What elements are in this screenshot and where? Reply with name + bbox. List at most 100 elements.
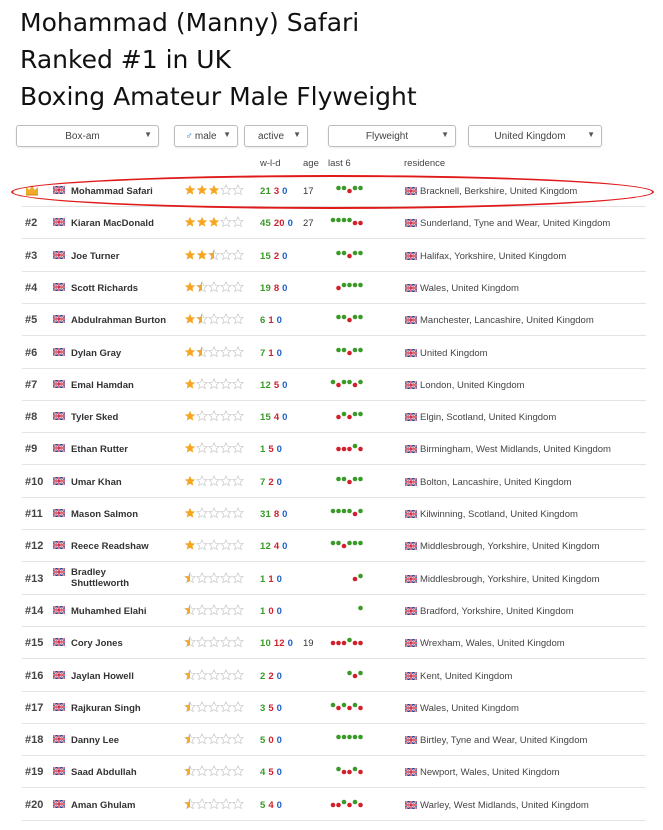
boxer-name-link[interactable]: Cory Jones [71, 638, 123, 650]
result-dot [358, 573, 363, 578]
uk-flag-icon [404, 606, 418, 616]
country-select[interactable]: United Kingdom ▼ [468, 125, 602, 147]
result-dot [347, 705, 352, 711]
weight-select[interactable]: Flyweight ▼ [328, 125, 456, 147]
uk-flag-icon [404, 477, 418, 487]
table-row[interactable]: #19 Saad Abdullah 4 5 0 Newport, Wales, Uni… [22, 756, 646, 789]
result-dot [358, 705, 363, 711]
boxer-name-link[interactable]: Mason Salmon [71, 509, 139, 520]
record-losses: 5 [268, 444, 274, 456]
residence: London, United Kingdom [404, 380, 525, 391]
table-row[interactable]: #17 Rajkuran Singh 3 5 0 Wales, United King… [22, 692, 646, 724]
rank-number: #18 [25, 734, 44, 747]
result-dot [347, 802, 352, 807]
result-dot [336, 250, 341, 255]
boxer-name-link[interactable]: Danny Lee [71, 735, 120, 747]
result-dot [352, 673, 358, 678]
boxer-name-link[interactable]: Ethan Rutter [71, 444, 128, 456]
col-age[interactable]: age [303, 158, 319, 169]
sport-select[interactable]: Box-am ▼ [16, 125, 159, 147]
table-row[interactable]: #11 Mason Salmon 31 8 0 Kilwinning, Scotlan… [22, 498, 646, 530]
table-row[interactable]: #8 Tyler Sked 15 4 0 Elgin, Scotland, Unite… [22, 401, 646, 434]
uk-flag-icon [404, 670, 418, 681]
residence: Elgin, Scotland, United Kingdom [404, 412, 557, 424]
boxer-name-link[interactable]: Joe Turner [71, 250, 120, 262]
residence-text: Warley, West Midlands, United Kingdom [420, 799, 589, 811]
residence-text: Bradford, Yorkshire, United Kingdom [420, 605, 574, 617]
result-dot [336, 414, 341, 420]
result-dot [330, 702, 336, 708]
table-row[interactable]: #13 Bradley Shuttleworth 1 1 0 Middlesbroug… [22, 563, 646, 595]
result-dot [341, 702, 347, 708]
uk-flag-icon [52, 476, 66, 486]
boxer-name-link[interactable]: Reece Readshaw [71, 541, 149, 553]
table-row[interactable]: #10 Umar Khan 7 2 0 Bolton, Lancashire, Uni… [22, 466, 646, 498]
record-wins: 45 [260, 218, 271, 230]
uk-flag-icon [404, 703, 418, 713]
table-row[interactable]: #7 Emal Hamdan 12 5 0 London, United Kingdo… [22, 369, 646, 401]
result-dot [358, 314, 363, 320]
residence-text: Elgin, Scotland, United Kingdom [420, 412, 557, 424]
table-row[interactable]: #14 Muhamhed Elahi 1 0 0 Bradford, Yorkshir… [22, 595, 646, 627]
col-wld[interactable]: w-l-d [260, 158, 281, 169]
status-select[interactable]: active ▼ [244, 125, 308, 147]
chevron-down-icon: ▼ [223, 130, 231, 139]
table-row[interactable]: #12 Reece Readshaw 12 4 0 Middlesbrough, Yo… [22, 530, 646, 563]
boxer-name-link[interactable]: Bradley Shuttleworth [71, 566, 130, 589]
rating-stars [184, 345, 246, 358]
boxer-name-link[interactable]: Scott Richards [71, 282, 139, 294]
col-residence[interactable]: residence [404, 158, 446, 169]
record-draws: 0 [276, 702, 283, 714]
last6-results [327, 215, 377, 229]
table-row[interactable]: #5 Abdulrahman Burton 6 1 0 Manchester, Lan… [22, 304, 646, 337]
boxer-name-link[interactable]: Aman Ghulam [71, 799, 136, 811]
last6-results [327, 571, 377, 585]
result-dot [330, 540, 336, 546]
boxer-name-link[interactable]: Tyler Sked [71, 412, 119, 424]
record-wins: 5 [260, 799, 266, 811]
boxer-name-link[interactable]: Rajkuran Singh [71, 702, 141, 714]
boxer-name-link[interactable]: Muhamhed Elahi [71, 605, 147, 617]
table-row[interactable]: #15 Cory Jones 10 12 0 19 Wrexham, Wales, Un… [22, 627, 646, 660]
male-icon: ♂ [185, 130, 193, 142]
record-losses: 4 [268, 799, 274, 811]
boxer-name-link[interactable]: Saad Abdullah [71, 767, 137, 779]
last6-results [327, 797, 377, 811]
table-row[interactable]: #9 Ethan Rutter 1 5 0 Birmingham, West Midl… [22, 433, 646, 466]
residence-text: Wrexham, Wales, United Kingdom [420, 638, 565, 650]
table-row[interactable]: #3 Joe Turner 15 2 0 Halifax, Yorkshire, Un… [22, 240, 646, 272]
table-row[interactable]: #16 Jaylan Howell 2 2 0 Kent, United Kingdo… [22, 660, 646, 692]
uk-flag-icon [52, 637, 66, 647]
sex-select[interactable]: ♂ male ▼ [174, 125, 238, 147]
boxer-name-link[interactable]: Jaylan Howell [71, 670, 134, 682]
rank-number: #14 [25, 604, 44, 617]
record-wld: 10 12 0 [260, 638, 293, 649]
uk-flag-icon [404, 509, 418, 519]
record-wld: 31 8 0 [260, 509, 288, 520]
boxer-name-link[interactable]: Emal Hamdan [71, 379, 134, 391]
table-row[interactable]: #20 Aman Ghulam 5 4 0 Warley, West Midlands… [22, 789, 646, 821]
rating-stars [184, 668, 246, 681]
result-dot [347, 734, 352, 740]
uk-flag-icon [404, 283, 418, 293]
rating-stars [184, 765, 246, 777]
record-losses: 2 [268, 670, 274, 682]
record-draws: 0 [276, 670, 283, 682]
boxer-name-link[interactable]: Abdulrahman Burton [71, 315, 166, 327]
table-row[interactable]: #6 Dylan Gray 7 1 0 United Kingdom [22, 337, 646, 369]
boxer-name-link[interactable]: Dylan Gray [71, 347, 122, 359]
record-wld: 1 5 0 [260, 444, 282, 455]
chevron-down-icon: ▼ [144, 130, 152, 139]
boxer-name-link[interactable]: Umar Khan [71, 476, 122, 488]
table-row[interactable]: #4 Scott Richards 19 8 0 Wales, United King… [22, 272, 646, 304]
last6-results [327, 280, 377, 294]
rank-number: #17 [25, 701, 44, 714]
uk-flag-icon [404, 541, 418, 551]
result-dot [347, 414, 352, 420]
table-row[interactable]: #2 Kiaran MacDonald 45 20 0 27 Sunderland, T… [22, 207, 646, 240]
col-last6: last 6 [328, 158, 351, 169]
residence-text: Birtley, Tyne and Wear, United Kingdom [420, 735, 588, 747]
table-row[interactable]: #18 Danny Lee 5 0 0 Birtley, Tyne and Wear,… [22, 724, 646, 757]
last6-results [327, 668, 377, 682]
boxer-name-link[interactable]: Kiaran MacDonald [71, 218, 154, 230]
